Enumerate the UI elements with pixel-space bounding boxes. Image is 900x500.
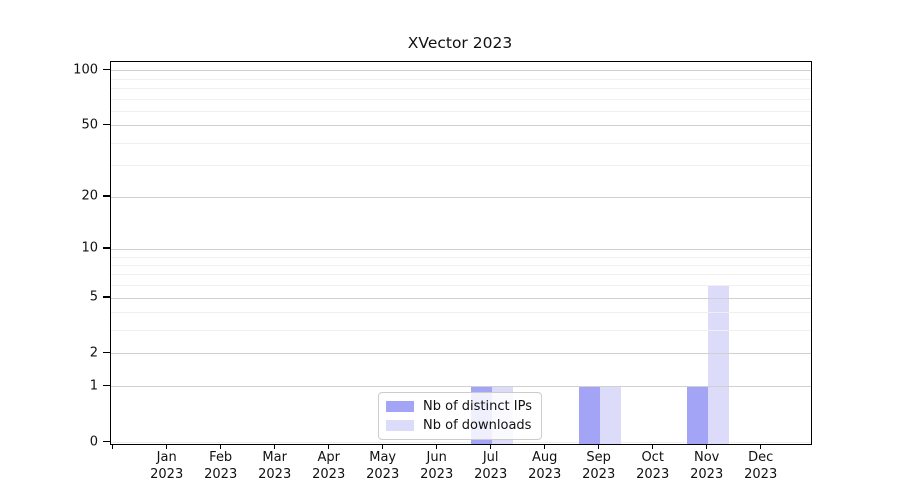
y-axis-tick bbox=[103, 68, 110, 71]
plot-area bbox=[110, 61, 812, 445]
bar-downloads-nov bbox=[707, 285, 729, 444]
x-axis-tick-label: Jul 2023 bbox=[474, 450, 508, 482]
y-axis-tick-label: 20 bbox=[81, 188, 98, 204]
y-axis-tick-label: 0 bbox=[89, 434, 98, 449]
gridline-major bbox=[111, 70, 811, 72]
x-axis-tick bbox=[274, 444, 276, 449]
gridline-major bbox=[111, 353, 811, 355]
y-axis-tick bbox=[103, 123, 110, 126]
bar-downloads-sep bbox=[599, 386, 621, 444]
y-axis-tick bbox=[103, 195, 110, 197]
legend-swatch-distinct-ips bbox=[386, 401, 415, 412]
x-axis-tick-label: Nov 2023 bbox=[690, 450, 724, 482]
gridline-minor bbox=[111, 165, 811, 167]
x-axis-tick-label: Jun 2023 bbox=[420, 450, 454, 482]
gridline-major bbox=[111, 196, 811, 198]
gridline-minor bbox=[111, 142, 811, 144]
y-axis-tick bbox=[103, 384, 110, 387]
x-axis-tick-label: Feb 2023 bbox=[204, 450, 238, 482]
y-axis-tick bbox=[103, 440, 110, 442]
bar-distinct-ips-sep bbox=[578, 386, 600, 444]
legend-item: Nb of distinct IPs bbox=[386, 399, 532, 414]
gridline-major bbox=[111, 386, 811, 388]
gridline-minor bbox=[111, 274, 811, 276]
bar-distinct-ips-nov bbox=[686, 386, 708, 444]
y-axis-tick-label: 100 bbox=[73, 62, 98, 78]
x-axis-tick bbox=[706, 444, 708, 449]
gridline-minor bbox=[111, 285, 811, 287]
x-axis-tick-label: May 2023 bbox=[366, 450, 400, 482]
x-axis-tick bbox=[544, 444, 546, 449]
legend-label: Nb of distinct IPs bbox=[423, 399, 532, 414]
y-axis-tick-label: 1 bbox=[89, 378, 98, 394]
y-axis-tick-label: 5 bbox=[89, 289, 98, 305]
x-axis-tick bbox=[652, 444, 654, 449]
gridline-major bbox=[111, 248, 811, 250]
gridline-minor bbox=[111, 98, 811, 100]
gridline-minor bbox=[111, 330, 811, 332]
y-axis-tick bbox=[103, 296, 110, 298]
legend: Nb of distinct IPs Nb of downloads bbox=[378, 392, 542, 440]
y-axis-tick bbox=[103, 351, 110, 354]
x-axis-tick-label: Apr 2023 bbox=[312, 450, 346, 482]
x-axis-tick-label: Sep 2023 bbox=[582, 450, 616, 482]
x-axis-tick bbox=[328, 444, 330, 449]
legend-item: Nb of downloads bbox=[386, 418, 532, 433]
y-axis-tick-label: 50 bbox=[81, 117, 98, 133]
x-axis-tick bbox=[112, 444, 114, 449]
x-axis-tick bbox=[220, 444, 222, 449]
gridline-minor bbox=[111, 264, 811, 266]
x-axis-tick-label: Aug 2023 bbox=[528, 450, 562, 482]
x-axis-tick bbox=[490, 444, 492, 449]
legend-label: Nb of downloads bbox=[423, 418, 532, 433]
y-axis-tick-label: 10 bbox=[81, 240, 98, 256]
x-axis-tick bbox=[760, 444, 762, 449]
gridline-minor bbox=[111, 110, 811, 112]
x-axis-tick bbox=[166, 444, 168, 449]
x-axis-tick-label: Dec 2023 bbox=[744, 450, 778, 482]
gridline-major bbox=[111, 297, 811, 299]
y-axis-tick-label: 2 bbox=[89, 345, 98, 361]
gridline-minor bbox=[111, 256, 811, 258]
x-axis-tick bbox=[436, 444, 438, 449]
gridline-minor bbox=[111, 312, 811, 314]
legend-swatch-downloads bbox=[386, 420, 415, 431]
x-axis-tick-label: Oct 2023 bbox=[636, 450, 670, 482]
y-axis-tick bbox=[103, 247, 110, 249]
chart-title: XVector 2023 bbox=[407, 34, 513, 52]
gridline-zero bbox=[111, 442, 811, 443]
x-axis-tick bbox=[598, 444, 600, 449]
x-axis-tick-label: Mar 2023 bbox=[258, 450, 292, 482]
x-axis-tick-label: Jan 2023 bbox=[150, 450, 184, 482]
gridline-major bbox=[111, 125, 811, 127]
gridline-minor bbox=[111, 78, 811, 80]
gridline-minor bbox=[111, 87, 811, 89]
x-axis-tick bbox=[382, 444, 384, 449]
